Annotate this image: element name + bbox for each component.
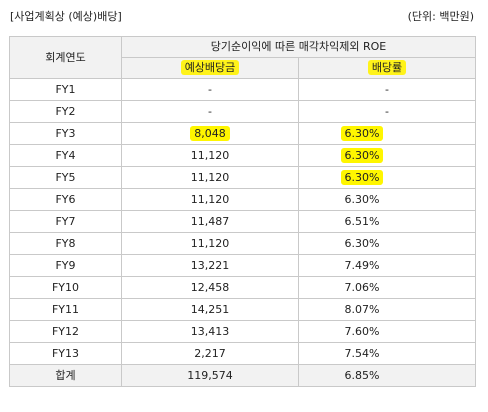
year-cell: FY12 <box>9 320 122 343</box>
rate-cell: 7.54% <box>297 342 477 365</box>
unit-label: (단위: 백만원) <box>407 10 474 23</box>
rate-cell: 6.30% <box>297 188 477 211</box>
rate-cell: 6.30% <box>297 232 477 255</box>
rate-cell: 7.49% <box>297 254 477 277</box>
table-row: FY7 11,487 6.51% <box>9 210 477 233</box>
group-header: 당기순이익에 따른 매각차익제외 ROE <box>120 36 477 58</box>
table-row: FY4 11,120 6.30% <box>9 144 477 167</box>
rate-cell: 7.60% <box>297 320 477 343</box>
dividend-cell: 11,120 <box>121 166 299 189</box>
rate-cell: 6.30% <box>297 122 477 145</box>
year-cell: FY8 <box>9 232 122 255</box>
dividend-cell: - <box>121 100 299 123</box>
rate-cell: 6.30% <box>297 166 477 189</box>
table-row: FY3 8,048 6.30% <box>9 122 477 145</box>
total-row: 합계 119,574 6.85% <box>9 364 477 387</box>
table-row: FY11 14,251 8.07% <box>9 298 477 321</box>
table-row: FY13 2,217 7.54% <box>9 342 477 365</box>
dividend-cell: 8,048 <box>121 122 299 145</box>
table-row: FY6 11,120 6.30% <box>9 188 477 211</box>
rate-cell: - <box>297 100 477 123</box>
year-cell: FY7 <box>9 210 122 233</box>
dividend-cell: 14,251 <box>121 298 299 321</box>
table-caption: [사업계획상 (예상)배당] <box>10 10 122 23</box>
table-row: FY8 11,120 6.30% <box>9 232 477 255</box>
rate-cell: 7.06% <box>297 276 477 299</box>
year-cell: FY11 <box>9 298 122 321</box>
dividend-cell: 11,487 <box>121 210 299 233</box>
table-row: FY2 - - <box>9 100 477 123</box>
dividend-table: 회계연도 당기순이익에 따른 매각차익제외 ROE 예상배당금 배당률 FY1 … <box>9 36 477 387</box>
rate-cell: 8.07% <box>297 298 477 321</box>
rate-cell: 6.30% <box>297 144 477 167</box>
total-dividend: 119,574 <box>121 364 299 387</box>
rate-cell: - <box>297 78 477 101</box>
year-cell: FY3 <box>9 122 122 145</box>
table-row: FY9 13,221 7.49% <box>9 254 477 277</box>
dividend-cell: 2,217 <box>121 342 299 365</box>
dividend-cell: 13,413 <box>121 320 299 343</box>
year-column-header: 회계연도 <box>9 36 122 79</box>
rate-cell: 6.51% <box>297 210 477 233</box>
dividend-column-header: 예상배당금 <box>121 57 299 79</box>
dividend-header-label: 예상배당금 <box>180 60 240 75</box>
year-cell: FY6 <box>9 188 122 211</box>
year-cell: FY10 <box>9 276 122 299</box>
dividend-highlight: 8,048 <box>190 125 230 141</box>
rate-highlight: 6.30% <box>340 169 384 185</box>
year-cell: FY9 <box>9 254 122 277</box>
year-cell: FY4 <box>9 144 122 167</box>
year-cell: FY1 <box>9 78 122 101</box>
table-row: FY1 - - <box>9 78 477 101</box>
total-rate: 6.85% <box>297 364 477 387</box>
rate-header-label: 배당률 <box>367 60 407 75</box>
table-row: FY5 11,120 6.30% <box>9 166 477 189</box>
dividend-cell: 11,120 <box>121 144 299 167</box>
dividend-cell: 11,120 <box>121 232 299 255</box>
table-row: FY12 13,413 7.60% <box>9 320 477 343</box>
rate-highlight: 6.30% <box>340 125 384 141</box>
dividend-cell: 12,458 <box>121 276 299 299</box>
year-cell: FY5 <box>9 166 122 189</box>
year-cell: FY13 <box>9 342 122 365</box>
dividend-cell: 11,120 <box>121 188 299 211</box>
dividend-cell: - <box>121 78 299 101</box>
rate-highlight: 6.30% <box>340 147 384 163</box>
table-row: FY10 12,458 7.06% <box>9 276 477 299</box>
total-label: 합계 <box>9 364 122 387</box>
year-cell: FY2 <box>9 100 122 123</box>
rate-column-header: 배당률 <box>297 57 477 79</box>
dividend-cell: 13,221 <box>121 254 299 277</box>
